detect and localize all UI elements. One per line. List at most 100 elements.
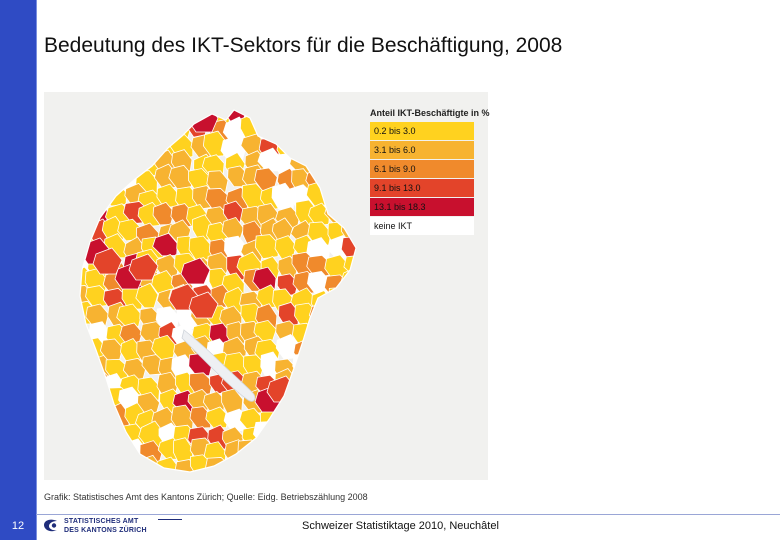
municipality-area <box>310 353 332 380</box>
municipality-area <box>343 110 356 125</box>
municipality-area <box>103 460 130 472</box>
municipality-area <box>326 302 349 331</box>
canton-emblem-icon <box>44 519 57 532</box>
municipality-area <box>361 285 384 310</box>
municipality-area <box>342 203 356 233</box>
municipality-area <box>311 460 336 472</box>
map-legend: Anteil IKT-Beschäftigte in % 0.2 bis 3.0… <box>370 108 490 236</box>
municipality-area-high-share <box>92 247 123 275</box>
municipality-area <box>90 130 114 155</box>
municipality-area <box>238 471 263 472</box>
municipality-area <box>80 183 97 206</box>
municipality-area <box>326 438 351 464</box>
municipality-area <box>294 404 318 431</box>
municipality-area <box>327 136 351 158</box>
municipality-area <box>88 443 111 470</box>
side-accent-bar <box>0 0 36 540</box>
municipality-area <box>340 355 356 383</box>
municipality-area <box>274 438 299 466</box>
municipality-area <box>292 453 315 472</box>
municipality-area <box>328 168 353 191</box>
municipality-area <box>307 135 331 160</box>
municipality-area <box>310 421 331 447</box>
municipality-area <box>157 471 181 472</box>
municipality-area <box>359 269 380 292</box>
legend-item-class-2: 3.1 bis 6.0 <box>370 141 474 159</box>
source-note: Grafik: Statistisches Amt des Kantons Zü… <box>44 492 368 502</box>
municipality-area <box>193 473 214 480</box>
municipality-area <box>359 455 383 480</box>
municipality-area <box>80 166 95 192</box>
municipality-area <box>344 419 356 445</box>
municipality-area <box>89 408 114 432</box>
municipality-area <box>293 437 317 465</box>
logo-text: STATISTISCHES AMT DES KANTONS ZÜRICH <box>64 517 147 535</box>
municipality-area <box>293 475 312 480</box>
municipality-area <box>170 114 193 139</box>
side-accent-rule <box>36 0 37 540</box>
municipality-area <box>327 322 352 346</box>
municipality-area <box>82 183 108 212</box>
municipality-area <box>309 119 332 143</box>
municipality-area <box>80 205 91 228</box>
municipality-area <box>118 116 140 140</box>
municipality-area <box>138 131 164 161</box>
municipality-area <box>323 339 347 364</box>
municipality-area <box>189 406 212 429</box>
municipality-area <box>340 235 356 263</box>
municipality-area <box>359 375 380 396</box>
municipality-area <box>87 170 112 199</box>
municipality-area <box>80 370 91 395</box>
municipality-area <box>135 282 159 309</box>
logo-rule <box>158 519 182 520</box>
municipality-area <box>85 389 109 417</box>
municipality-area-high-share <box>180 257 211 285</box>
municipality-area <box>343 368 356 393</box>
municipality-area <box>324 147 350 172</box>
municipality-area <box>324 474 348 480</box>
municipality-area <box>105 110 129 128</box>
legend-item-no-ikt: keine IKT <box>370 217 474 235</box>
municipality-area <box>290 117 315 141</box>
municipality-area <box>276 418 300 444</box>
municipality-area <box>306 254 332 279</box>
municipality-area <box>341 164 356 190</box>
statistics-office-logo: STATISTISCHES AMT DES KANTONS ZÜRICH <box>42 515 202 537</box>
municipality-area <box>88 153 114 178</box>
municipality-area <box>121 458 148 472</box>
municipality-area <box>222 474 242 480</box>
municipality-area <box>325 356 348 380</box>
page-number: 12 <box>11 520 25 532</box>
municipality-area <box>290 425 316 450</box>
municipality-area-high-share <box>128 253 159 281</box>
footer-divider <box>36 514 780 515</box>
municipality-area <box>154 110 179 125</box>
municipality-area <box>345 187 356 214</box>
municipality-area <box>327 422 351 450</box>
municipality-area <box>324 370 347 399</box>
municipality-area <box>80 110 90 128</box>
municipality-area <box>360 409 384 434</box>
legend-item-class-3: 6.1 bis 9.0 <box>370 160 474 178</box>
municipality-area <box>170 471 193 472</box>
legend-item-class-4: 9.1 bis 13.0 <box>370 179 474 197</box>
municipality-area <box>80 425 93 452</box>
municipality-area <box>71 478 95 480</box>
municipality-area <box>80 350 95 379</box>
municipality-area <box>104 475 124 480</box>
municipality-area <box>359 420 382 444</box>
municipality-area <box>307 438 330 461</box>
municipality-area <box>261 454 284 472</box>
municipality-area <box>309 386 332 411</box>
municipality-area <box>170 110 195 125</box>
municipality-area <box>289 133 316 159</box>
municipality-area <box>275 474 295 480</box>
municipality-area <box>259 110 284 122</box>
municipality-area <box>304 110 331 126</box>
municipality-area <box>338 339 356 363</box>
municipality-area <box>342 323 356 351</box>
municipality-area <box>80 443 94 468</box>
municipality-area <box>361 340 385 361</box>
municipality-area <box>363 445 386 468</box>
municipality-area <box>341 405 356 428</box>
